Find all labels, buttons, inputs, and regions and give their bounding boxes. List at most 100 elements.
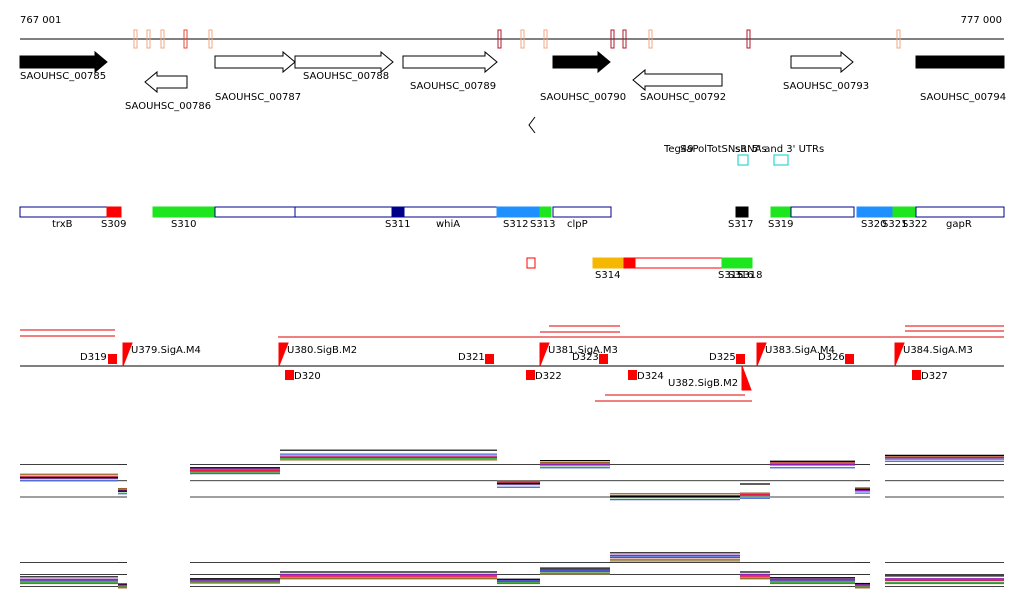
gene-arrow (402, 50, 498, 74)
ruler-feature (610, 29, 615, 49)
segment-label: S322 (902, 219, 927, 230)
segment-label: S319 (768, 219, 793, 230)
ruler-feature (133, 29, 138, 49)
promoter-flag (122, 342, 133, 367)
gene-arrow (632, 68, 723, 92)
ruler-feature (183, 29, 188, 49)
promoter-label: D320 (294, 371, 321, 382)
promoter-label: U384.SigA.M3 (903, 345, 973, 356)
segment (526, 257, 536, 269)
promoter-label: U382.SigB.M2 (668, 378, 738, 389)
promoter-label: D327 (921, 371, 948, 382)
segment (552, 206, 612, 218)
segment-label: S309 (101, 219, 126, 230)
promoter-flag (756, 342, 767, 367)
segment (790, 206, 855, 218)
gene-arrow (214, 50, 296, 74)
promoter-flag (278, 342, 289, 367)
promoter-mark (845, 354, 854, 364)
ruler-feature (146, 29, 151, 49)
segment-label: trxB (52, 219, 73, 230)
gene-label: SAOUHSC_00789 (410, 81, 496, 92)
segment (735, 206, 749, 218)
gene-label: SAOUHSC_00790 (540, 92, 626, 103)
segment (721, 257, 753, 269)
promoter-mark (526, 370, 535, 380)
segment (539, 206, 552, 218)
ruler-start: 767 001 (20, 15, 61, 26)
gene-arrow (790, 50, 854, 74)
segment-label: S311 (385, 219, 410, 230)
segment-label: whiA (436, 219, 460, 230)
gene-label: SAOUHSC_00792 (640, 92, 726, 103)
promoter-label: D319 (80, 352, 107, 363)
promoter-label: D323 (572, 352, 599, 363)
segment (856, 206, 894, 218)
promoter-mark (485, 354, 494, 364)
segment-label: S310 (171, 219, 196, 230)
segment-label: S314 (595, 270, 620, 281)
promoter-mark (736, 354, 745, 364)
gene-label: SAOUHSC_00794 (920, 92, 1006, 103)
segment (214, 206, 296, 218)
segment (152, 206, 216, 218)
promoter-mark (285, 370, 294, 380)
segment-label: S318 (737, 270, 762, 281)
glyph (528, 116, 536, 134)
segment-label: gapR (946, 219, 972, 230)
ruler-end: 777 000 (961, 15, 1002, 26)
segment (892, 206, 917, 218)
ruler-feature (543, 29, 548, 49)
segment (19, 206, 108, 218)
promoter-label: D322 (535, 371, 562, 382)
promoter-label: U380.SigB.M2 (287, 345, 357, 356)
segment (496, 206, 541, 218)
ruler-feature (648, 29, 653, 49)
gene-label: SAOUHSC_00793 (783, 81, 869, 92)
ruler-feature (208, 29, 213, 49)
ruler-feature (622, 29, 627, 49)
promoter-mark (628, 370, 637, 380)
segment (391, 206, 405, 218)
segment (915, 206, 1005, 218)
segment-label: S316 (728, 270, 753, 281)
gene-arrow (294, 50, 394, 74)
gene-label: SAOUHSC_00786 (125, 101, 211, 112)
promoter-label: U383.SigA.M4 (765, 345, 835, 356)
ruler-feature (497, 29, 502, 49)
annotation-label: SaPolTotSNsa (680, 144, 747, 155)
segment (592, 257, 625, 269)
ruler-feature (520, 29, 525, 49)
annotation-label: Teg49 (663, 144, 694, 155)
segment-label: S317 (728, 219, 753, 230)
segment-label: S315 (718, 270, 743, 281)
gene-arrow (144, 70, 188, 94)
segment-label: S320 (861, 219, 886, 230)
promoter-flag (894, 342, 905, 367)
ruler-feature (896, 29, 901, 49)
segment (403, 206, 498, 218)
gene-label: SAOUHSC_00785 (20, 71, 106, 82)
segment-label: clpP (567, 219, 588, 230)
ruler-feature (160, 29, 165, 49)
promoter-flag (539, 342, 550, 367)
segment-label: S321 (882, 219, 907, 230)
segment (634, 257, 723, 269)
segment (623, 257, 636, 269)
annotation-label: 5' and 3' UTRs (752, 144, 824, 155)
gene-arrow (552, 50, 611, 74)
gene-label: SAOUHSC_00788 (303, 71, 389, 82)
annotation-label: sRNAs (735, 144, 767, 155)
promoter-label: U379.SigA.M4 (131, 345, 201, 356)
promoter-flag (741, 365, 752, 391)
promoter-label: U381.SigA.M3 (548, 345, 618, 356)
utr-box (773, 154, 789, 166)
promoter-label: D325 (709, 352, 736, 363)
gene-arrow (915, 55, 1005, 69)
promoter-label: D324 (637, 371, 664, 382)
gene-arrow (19, 50, 108, 74)
segment-label: S312 (503, 219, 528, 230)
ruler-feature (746, 29, 751, 49)
promoter-mark (599, 354, 608, 364)
